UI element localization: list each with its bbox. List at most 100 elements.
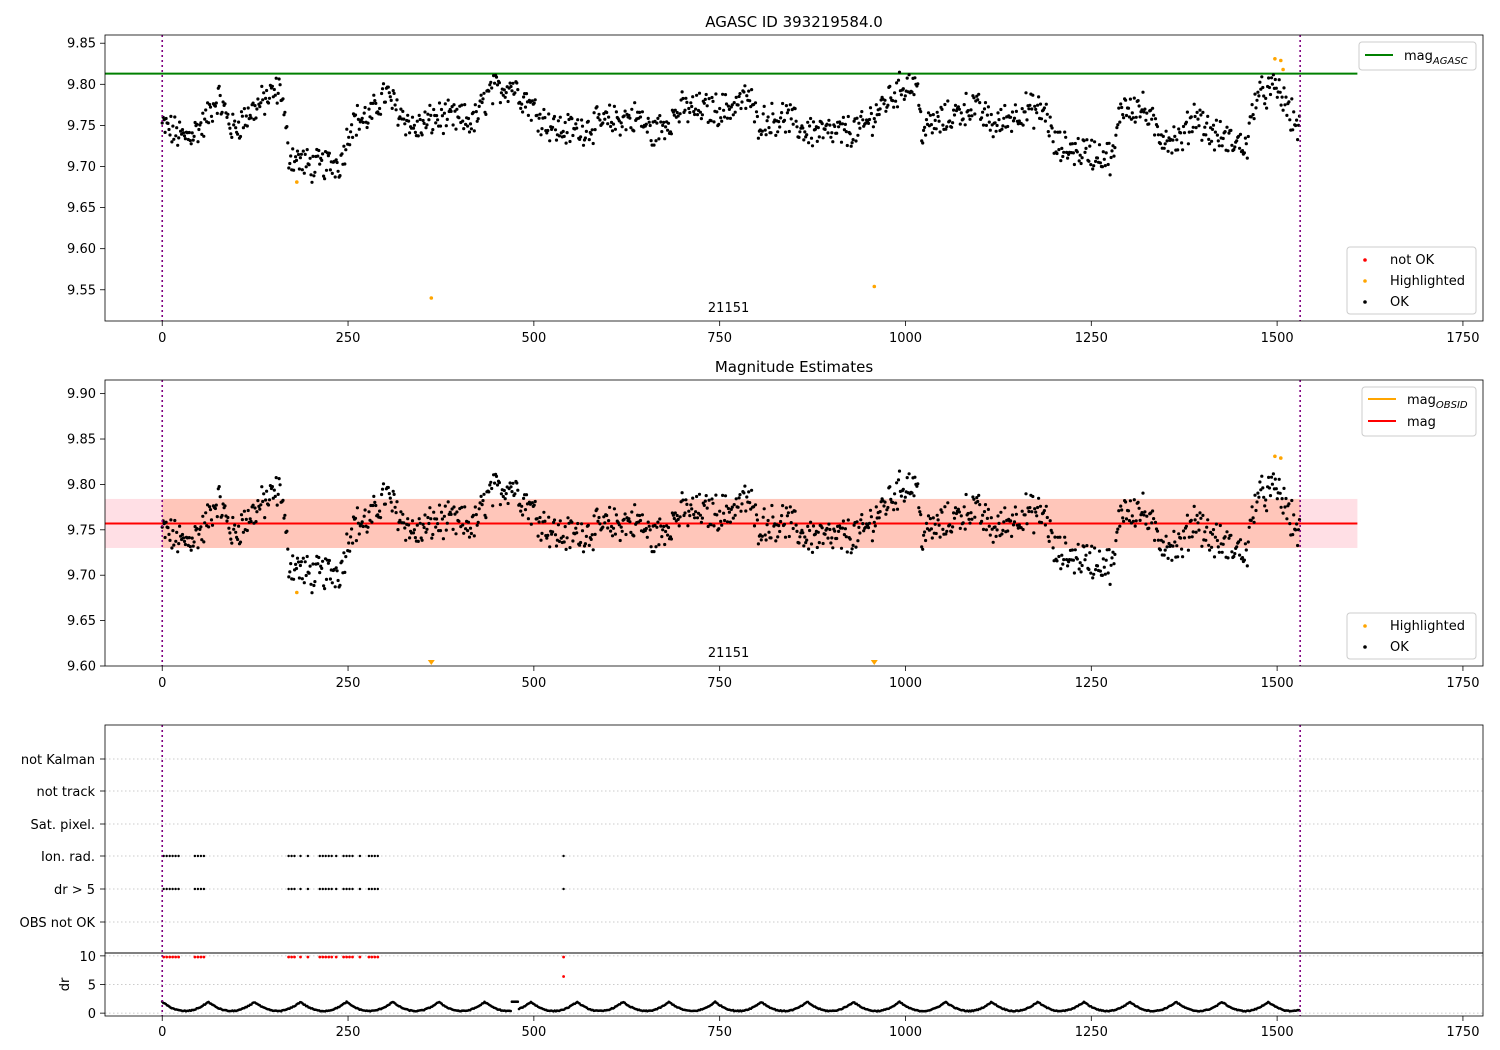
ok-point (706, 524, 710, 529)
ok-point (734, 497, 738, 501)
ok-point (987, 524, 991, 528)
ok-point (676, 114, 680, 118)
chart-title: Magnitude Estimates (715, 358, 873, 376)
ok-point (916, 82, 920, 86)
ok-point (1294, 528, 1298, 532)
ok-point (230, 541, 234, 545)
ok-point (208, 105, 213, 109)
ok-point (1215, 538, 1219, 543)
ok-point (1260, 75, 1264, 79)
ok-point (557, 539, 562, 544)
ok-point (1255, 98, 1259, 102)
ok-point (501, 494, 505, 499)
ok-point (1120, 508, 1124, 512)
y-tick-label: 9.60 (67, 660, 96, 675)
ok-point (937, 523, 941, 527)
ok-point (1152, 113, 1156, 117)
ok-point (275, 503, 279, 507)
ok-point (607, 115, 611, 119)
ok-point (416, 539, 420, 544)
ok-point (441, 131, 445, 136)
ok-point (957, 510, 962, 514)
x-tick-label: 1750 (1446, 676, 1479, 691)
ok-point (1124, 500, 1128, 504)
ok-point (883, 500, 887, 504)
ok-point (1145, 111, 1149, 115)
ok-point (1245, 564, 1249, 568)
ok-point (406, 113, 410, 117)
ok-point (1000, 532, 1004, 536)
ok-point (1295, 522, 1299, 526)
flag-marker (321, 854, 324, 858)
ok-point (335, 160, 339, 165)
ok-point (275, 101, 279, 105)
ok-point (363, 508, 367, 512)
ok-point (743, 84, 747, 88)
ok-point (248, 113, 252, 117)
ok-point (810, 144, 815, 148)
ok-point (886, 505, 890, 510)
ok-point (852, 523, 856, 527)
ok-point (427, 521, 431, 526)
ok-point (1251, 516, 1255, 520)
flag-marker (202, 887, 206, 891)
ok-point (884, 109, 888, 113)
ok-point (399, 107, 403, 111)
ok-point (1118, 120, 1122, 124)
ok-point (503, 95, 507, 99)
ok-point (543, 519, 547, 523)
ok-point (833, 529, 837, 533)
ok-point (529, 118, 533, 122)
ok-point (318, 162, 322, 166)
ok-point (833, 124, 837, 129)
ok-point (1226, 556, 1230, 560)
ok-point (362, 111, 366, 115)
ok-point (1061, 154, 1065, 159)
ok-point (744, 509, 748, 513)
ok-point (351, 135, 355, 139)
ok-point (825, 122, 829, 126)
ok-point (1039, 117, 1044, 121)
ok-point (860, 110, 864, 114)
ok-point (443, 102, 447, 106)
ok-point (455, 510, 459, 514)
ok-point (457, 116, 461, 120)
ok-point (1295, 118, 1299, 122)
ok-point (1283, 505, 1287, 509)
ok-point (489, 80, 493, 84)
ok-point (882, 102, 886, 106)
ok-point (797, 541, 801, 545)
flag-marker (299, 854, 302, 858)
ok-point (845, 550, 849, 554)
ok-point (1269, 475, 1274, 479)
ok-point (363, 105, 367, 110)
ok-point (282, 516, 286, 520)
ok-point (658, 114, 662, 118)
ok-point (975, 496, 979, 500)
ok-point (1218, 119, 1222, 124)
ok-point (309, 173, 313, 177)
ok-point (502, 88, 506, 92)
ok-point (258, 105, 262, 109)
ok-point (1079, 161, 1083, 166)
ok-point (1060, 553, 1064, 557)
ok-point (710, 497, 714, 501)
ok-point (1145, 514, 1149, 518)
ok-point (969, 108, 973, 112)
ok-point (416, 134, 420, 138)
ok-point (449, 512, 453, 517)
ok-point (1247, 121, 1251, 125)
ok-point (1197, 124, 1201, 128)
ok-point (1010, 534, 1014, 539)
x-tick-label: 500 (521, 1025, 546, 1040)
ok-point (1156, 133, 1160, 137)
ok-point (805, 133, 809, 137)
ok-point (924, 118, 929, 122)
ok-point (873, 524, 877, 528)
ok-point (305, 554, 309, 559)
legend-marker (1363, 279, 1367, 283)
ok-point (810, 550, 815, 555)
ok-point (227, 122, 231, 126)
ok-point (344, 555, 348, 559)
